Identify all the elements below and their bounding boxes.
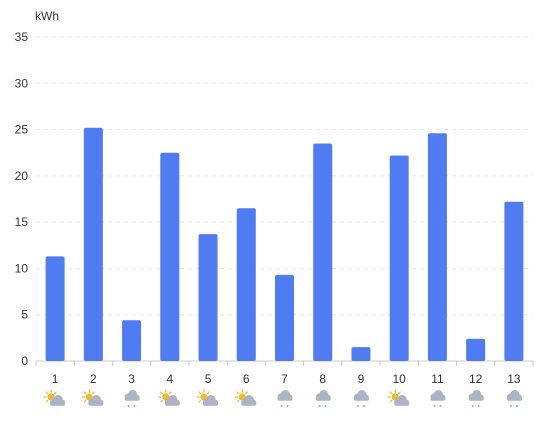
bar [122, 320, 142, 361]
bar [351, 347, 371, 361]
y-tick-label: 25 [15, 123, 29, 137]
rain-drop-icon [133, 405, 136, 407]
cloud-icon [241, 395, 257, 406]
x-tick-label: 8 [319, 372, 326, 386]
rain-drop-icon [318, 405, 321, 407]
partly-sunny-icon [158, 389, 180, 406]
y-tick-label: 20 [15, 169, 29, 183]
cloud-icon [124, 390, 140, 401]
rain-cloud-icon [315, 390, 331, 407]
bar [466, 338, 486, 361]
y-unit-label: kWh [35, 9, 59, 23]
x-tick-label: 6 [243, 372, 250, 386]
rain-drop-icon [433, 405, 436, 407]
x-axis-ticks: 1 2 3 4 5 6 7 8 9 10 11 12 13 [35, 361, 534, 386]
rain-cloud-icon [506, 390, 522, 407]
cloud-icon [468, 390, 484, 401]
y-tick-label: 30 [15, 76, 29, 90]
x-tick-label: 7 [281, 372, 288, 386]
x-tick-label: 13 [507, 372, 521, 386]
rain-cloud-icon [353, 390, 369, 407]
partly-sunny-icon [387, 389, 410, 406]
rain-drop-icon [439, 405, 442, 407]
bars [45, 127, 524, 361]
x-tick-label: 4 [166, 372, 173, 386]
y-axis-ticks: 0 5 10 15 20 25 30 35 [15, 30, 29, 368]
rain-drop-icon [286, 405, 289, 407]
partly-sunny-icon [43, 389, 66, 406]
y-tick-label: 35 [15, 30, 29, 44]
partly-sunny-icon [196, 389, 219, 406]
bar [504, 201, 524, 361]
rain-drop-icon [471, 405, 474, 407]
cloud-icon [164, 395, 180, 406]
rain-drop-icon [362, 405, 365, 407]
bar [198, 234, 218, 361]
x-tick-label: 5 [205, 372, 212, 386]
x-tick-label: 9 [358, 372, 365, 386]
partly-sunny-icon [81, 389, 104, 406]
y-tick-label: 5 [21, 308, 28, 322]
x-tick-label: 3 [128, 372, 135, 386]
cloud-icon [50, 395, 66, 406]
cloud-icon [353, 390, 369, 401]
x-tick-label: 2 [90, 372, 97, 386]
bar [427, 133, 447, 361]
bar [389, 155, 409, 361]
y-tick-label: 10 [15, 261, 29, 275]
bar [83, 127, 103, 361]
rain-drop-icon [509, 405, 512, 407]
rain-drop-icon [477, 405, 480, 407]
cloud-icon [277, 390, 293, 401]
x-tick-label: 1 [52, 372, 59, 386]
cloud-icon [203, 395, 219, 406]
cloud-icon [315, 390, 331, 401]
bar [313, 143, 333, 361]
rain-cloud-icon [468, 390, 484, 407]
rain-drop-icon [515, 405, 518, 407]
bar [160, 152, 180, 361]
rain-cloud-icon [124, 390, 140, 407]
rain-drop-icon [324, 405, 327, 407]
partly-sunny-icon [234, 389, 257, 406]
cloud-icon [394, 395, 410, 406]
grid-lines [36, 36, 533, 316]
cloud-icon [88, 395, 104, 406]
rain-drop-icon [127, 405, 130, 407]
cloud-icon [506, 390, 522, 401]
rain-drop-icon [280, 405, 283, 407]
y-tick-label: 15 [15, 215, 29, 229]
x-tick-label: 12 [469, 372, 483, 386]
rain-drop-icon [356, 405, 359, 407]
x-tick-label: 11 [431, 372, 444, 386]
bar [275, 274, 294, 361]
x-tick-label: 10 [393, 372, 407, 386]
bar [236, 208, 256, 361]
cloud-icon [430, 390, 446, 401]
rain-cloud-icon [430, 390, 446, 407]
rain-cloud-icon [277, 390, 293, 407]
y-tick-label: 0 [21, 354, 28, 368]
weather-icons [43, 389, 522, 407]
bar [45, 256, 65, 361]
